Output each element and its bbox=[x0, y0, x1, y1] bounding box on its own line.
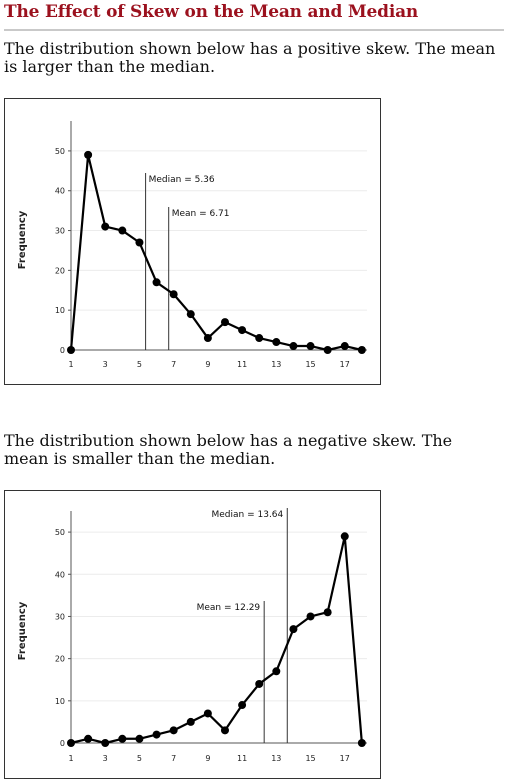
data-point bbox=[289, 342, 298, 351]
data-point bbox=[255, 679, 264, 688]
positive-skew-chart-frame: 0 10 20 30 40 50 1 3 5 7 9 11 13 15 17 Frequency Median … bbox=[4, 98, 381, 385]
data-point bbox=[255, 334, 264, 343]
data-point bbox=[220, 726, 229, 735]
data-point bbox=[238, 326, 247, 335]
x-tick-label: 9 bbox=[205, 360, 210, 369]
y-tick-label: 10 bbox=[55, 697, 65, 706]
data-point bbox=[340, 342, 349, 351]
data-point bbox=[203, 709, 212, 718]
x-tick-label: 7 bbox=[171, 754, 176, 763]
data-point bbox=[272, 667, 281, 676]
x-tick-label: 17 bbox=[340, 754, 350, 763]
data-point bbox=[118, 226, 127, 235]
data-point bbox=[323, 346, 332, 354]
data-point bbox=[186, 717, 195, 726]
data-point bbox=[289, 625, 298, 634]
data-point bbox=[357, 739, 366, 747]
y-tick-label: 30 bbox=[55, 227, 65, 236]
negative-skew-text: The distribution shown below has a negat… bbox=[4, 431, 453, 468]
data-point bbox=[357, 346, 366, 354]
x-tick-label: 5 bbox=[137, 360, 142, 369]
negative-skew-chart-frame: 0 10 20 30 40 50 1 3 5 7 9 11 13 15 17 Frequency Median … bbox=[4, 490, 381, 779]
y-axis-label: Frequency bbox=[17, 601, 28, 660]
data-point bbox=[152, 730, 161, 739]
x-tick-label: 11 bbox=[237, 360, 247, 369]
mean-label: Mean = 6.71 bbox=[172, 209, 230, 219]
data-point bbox=[186, 310, 195, 319]
y-tick-label: 30 bbox=[55, 612, 65, 621]
data-point bbox=[135, 238, 144, 247]
y-tick-label: 50 bbox=[55, 147, 65, 156]
data-point bbox=[135, 734, 144, 743]
data-point bbox=[203, 334, 212, 343]
data-point bbox=[67, 346, 75, 354]
x-tick-label: 9 bbox=[205, 754, 210, 763]
x-tick-label: 1 bbox=[68, 360, 73, 369]
data-point bbox=[152, 278, 161, 287]
y-tick-label: 0 bbox=[60, 739, 65, 748]
y-tick-label: 40 bbox=[55, 187, 65, 196]
data-point bbox=[323, 608, 332, 617]
data-point bbox=[169, 290, 178, 299]
x-tick-label: 15 bbox=[305, 754, 315, 763]
y-tick-label: 20 bbox=[55, 655, 65, 664]
y-tick-label: 0 bbox=[60, 346, 65, 355]
x-tick-label: 15 bbox=[305, 360, 315, 369]
y-tick-label: 10 bbox=[55, 306, 65, 315]
data-point bbox=[272, 338, 281, 347]
data-point bbox=[118, 734, 127, 743]
y-tick-label: 40 bbox=[55, 570, 65, 579]
data-point bbox=[220, 318, 229, 327]
series-line bbox=[69, 153, 363, 352]
data-point bbox=[169, 726, 178, 735]
positive-skew-text: The distribution shown below has a posit… bbox=[4, 39, 496, 76]
x-tick-label: 3 bbox=[103, 360, 108, 369]
data-point bbox=[101, 739, 110, 747]
x-tick-label: 17 bbox=[340, 360, 350, 369]
x-tick-label: 11 bbox=[237, 754, 247, 763]
x-tick-label: 13 bbox=[271, 754, 281, 763]
x-tick-label: 1 bbox=[68, 754, 73, 763]
x-tick-label: 13 bbox=[271, 360, 281, 369]
y-tick-label: 50 bbox=[55, 528, 65, 537]
data-point bbox=[84, 734, 93, 743]
data-point bbox=[238, 701, 247, 710]
data-point bbox=[101, 222, 110, 231]
page-title: The Effect of Skew on the Mean and Media… bbox=[4, 2, 419, 22]
title-divider bbox=[4, 29, 504, 31]
data-point bbox=[340, 532, 349, 541]
series-line bbox=[70, 535, 363, 745]
median-label: Median = 5.36 bbox=[149, 175, 215, 185]
x-tick-label: 3 bbox=[103, 754, 108, 763]
y-tick-label: 20 bbox=[55, 266, 65, 275]
data-point bbox=[84, 150, 93, 159]
data-point bbox=[306, 612, 315, 621]
median-label: Median = 13.64 bbox=[212, 510, 284, 520]
data-point bbox=[67, 739, 75, 747]
data-point bbox=[306, 342, 315, 351]
x-tick-label: 5 bbox=[137, 754, 142, 763]
y-axis-label: Frequency bbox=[17, 210, 28, 269]
mean-label: Mean = 12.29 bbox=[197, 603, 261, 613]
x-tick-label: 7 bbox=[171, 360, 176, 369]
